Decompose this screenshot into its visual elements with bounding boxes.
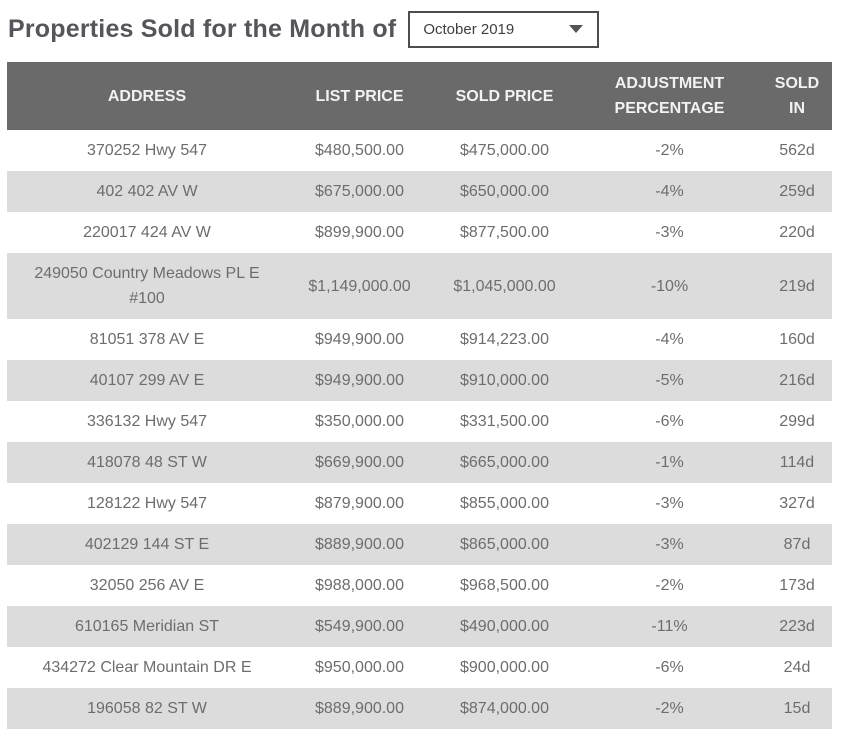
column-header-address: ADDRESS [7,62,287,130]
table-row: 402 402 AV W $675,000.00 $650,000.00 -4%… [7,171,832,212]
cell-address: 40107 299 AV E [89,372,205,389]
table-row: 434272 Clear Mountain DR E $950,000.00 $… [7,647,832,688]
cell-sold-in: 259d [779,183,815,200]
cell-list-price: $889,900.00 [315,536,404,553]
cell-adjustment-percentage: -3% [655,536,684,553]
cell-sold-in: 173d [779,577,815,594]
cell-list-price: $1,149,000.00 [308,277,411,295]
table-body: 370252 Hwy 547 $480,500.00 $475,000.00 -… [7,130,832,729]
cell-sold-in: 562d [779,142,815,159]
column-header-adjustment-percentage: ADJUSTMENT PERCENTAGE [577,62,762,130]
cell-sold-price: $855,000.00 [460,495,549,512]
cell-sold-price: $968,500.00 [460,577,549,594]
cell-address: 434272 Clear Mountain DR E [42,659,252,676]
title-bar: Properties Sold for the Month of October… [7,6,850,52]
cell-address: 336132 Hwy 547 [86,413,208,430]
cell-sold-in: 114d [779,454,815,471]
cell-list-price: $675,000.00 [315,183,404,200]
cell-sold-in: 216d [779,372,815,389]
cell-sold-price: $331,500.00 [460,413,549,430]
cell-list-price: $879,900.00 [315,495,404,512]
table-row: 40107 299 AV E $949,900.00 $910,000.00 -… [7,360,832,401]
table-row: 370252 Hwy 547 $480,500.00 $475,000.00 -… [7,130,832,171]
cell-address: 418078 48 ST W [87,454,207,471]
cell-sold-in: 15d [783,700,811,717]
cell-adjustment-percentage: -6% [655,413,684,430]
cell-adjustment-percentage: -2% [655,577,684,594]
cell-sold-in: 327d [779,495,815,512]
cell-list-price: $988,000.00 [315,577,404,594]
cell-sold-in: 220d [779,224,815,241]
cell-adjustment-percentage: -5% [655,372,684,389]
cell-sold-price: $900,000.00 [460,659,549,676]
cell-sold-in: 24d [783,659,811,676]
cell-sold-price: $475,000.00 [460,142,549,159]
cell-sold-price: $865,000.00 [460,536,549,553]
cell-list-price: $350,000.00 [315,413,404,430]
cell-sold-price: $490,000.00 [460,618,549,635]
table-row: 81051 378 AV E $949,900.00 $914,223.00 -… [7,319,832,360]
cell-sold-in: 299d [779,413,815,430]
cell-address: 402129 144 ST E [84,536,210,553]
cell-sold-price: $877,500.00 [460,224,549,241]
table-row: 220017 424 AV W $899,900.00 $877,500.00 … [7,212,832,253]
cell-sold-in: 223d [779,618,815,635]
cell-address: 128122 Hwy 547 [86,495,208,512]
chevron-down-icon [569,25,584,33]
table-row: 610165 Meridian ST $549,900.00 $490,000.… [7,606,832,647]
cell-address: 220017 424 AV W [83,224,211,241]
table-row: 128122 Hwy 547 $879,900.00 $855,000.00 -… [7,483,832,524]
cell-list-price: $669,900.00 [315,454,404,471]
cell-adjustment-percentage: -11% [651,618,688,635]
cell-address: 610165 Meridian ST [74,618,220,635]
cell-list-price: $950,000.00 [315,659,404,676]
cell-list-price: $480,500.00 [315,142,404,159]
cell-address: 81051 378 AV E [89,331,205,348]
table-row: 418078 48 ST W $669,900.00 $665,000.00 -… [7,442,832,483]
column-header-sold-in: SOLD IN [762,62,832,130]
month-dropdown-value: October 2019 [423,20,515,38]
cell-sold-in: 87d [783,536,811,553]
cell-sold-in: 160d [779,331,815,348]
cell-adjustment-percentage: -4% [655,183,684,200]
column-header-sold-price: SOLD PRICE [432,62,577,130]
cell-list-price: $889,900.00 [315,700,404,717]
cell-adjustment-percentage: -1% [655,454,684,471]
cell-adjustment-percentage: -6% [655,659,684,676]
cell-sold-price: $914,223.00 [460,331,549,348]
cell-address: 249050 Country Meadows PL E #100 [34,265,260,307]
cell-sold-price: $650,000.00 [460,183,549,200]
cell-list-price: $949,900.00 [315,372,404,389]
cell-address: 196058 82 ST W [87,700,207,717]
column-header-list-price: LIST PRICE [287,62,432,130]
cell-sold-in: 219d [779,277,815,295]
cell-sold-price: $1,045,000.00 [453,277,556,295]
cell-list-price: $899,900.00 [315,224,404,241]
table-header-row: ADDRESS LIST PRICE SOLD PRICE ADJUSTMENT… [7,62,832,130]
table-header: ADDRESS LIST PRICE SOLD PRICE ADJUSTMENT… [7,62,832,130]
cell-address: 402 402 AV W [96,183,198,200]
cell-list-price: $949,900.00 [315,331,404,348]
cell-address: 370252 Hwy 547 [86,142,208,159]
table-row: 196058 82 ST W $889,900.00 $874,000.00 -… [7,688,832,729]
cell-sold-price: $874,000.00 [460,700,549,717]
cell-sold-price: $665,000.00 [460,454,549,471]
cell-address: 32050 256 AV E [89,577,205,594]
cell-adjustment-percentage: -3% [655,495,684,512]
table-row: 32050 256 AV E $988,000.00 $968,500.00 -… [7,565,832,606]
cell-adjustment-percentage: -2% [655,142,684,159]
cell-adjustment-percentage: -3% [655,224,684,241]
cell-adjustment-percentage: -10% [650,277,689,295]
cell-adjustment-percentage: -2% [655,700,684,717]
cell-adjustment-percentage: -4% [655,331,684,348]
table-row: 336132 Hwy 547 $350,000.00 $331,500.00 -… [7,401,832,442]
properties-table: ADDRESS LIST PRICE SOLD PRICE ADJUSTMENT… [7,62,832,729]
table-row: 249050 Country Meadows PL E #100 $1,149,… [7,253,832,319]
cell-sold-price: $910,000.00 [460,372,549,389]
cell-list-price: $549,900.00 [315,618,404,635]
table-row: 402129 144 ST E $889,900.00 $865,000.00 … [7,524,832,565]
month-dropdown[interactable]: October 2019 [408,10,600,48]
page-title: Properties Sold for the Month of [8,14,397,43]
